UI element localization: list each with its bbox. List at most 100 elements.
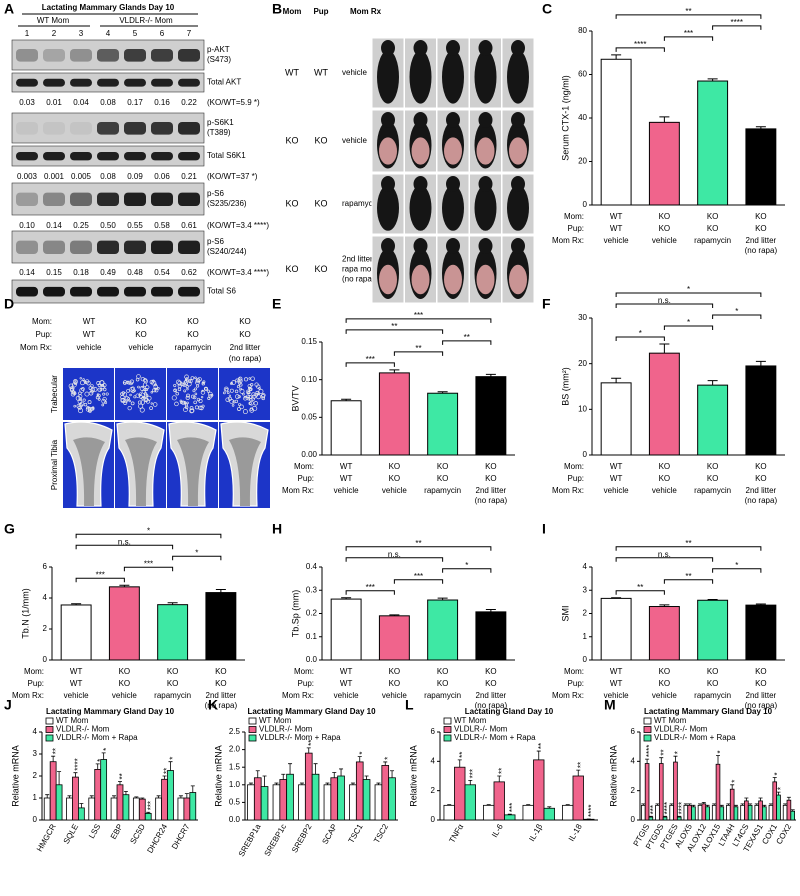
legend-swatch bbox=[45, 734, 54, 742]
error-bar bbox=[641, 803, 646, 806]
mouse-belly bbox=[476, 137, 495, 165]
error-bar bbox=[134, 796, 139, 798]
trabecula bbox=[145, 399, 151, 404]
y-tick-label: 3 bbox=[583, 585, 588, 594]
significance-label: ** bbox=[118, 773, 127, 779]
significance-label: ** bbox=[458, 752, 467, 758]
trabecula bbox=[183, 389, 187, 393]
category-label: KO bbox=[437, 679, 449, 688]
significance-label: * bbox=[687, 318, 690, 327]
trabecula bbox=[203, 386, 208, 391]
image-label: Proximal Tibia bbox=[50, 439, 59, 490]
trabecula bbox=[237, 395, 241, 399]
trabecula bbox=[81, 387, 85, 391]
legend-swatch bbox=[643, 726, 652, 733]
ratio: 0.03 bbox=[19, 98, 35, 107]
trabecula bbox=[154, 388, 159, 393]
x-tick-label: IL-6 bbox=[490, 822, 505, 839]
bar bbox=[572, 775, 584, 821]
x-tick-label: TSC2 bbox=[372, 822, 390, 845]
trabecula bbox=[79, 387, 85, 393]
column-label: 2nd litter bbox=[230, 343, 261, 352]
error-bar bbox=[89, 795, 94, 798]
column-label: rapamycin bbox=[175, 343, 212, 352]
x-tick-label: IL-1β bbox=[527, 822, 544, 843]
trabecula bbox=[196, 397, 201, 402]
significance-label: ** bbox=[51, 748, 60, 754]
bar bbox=[427, 599, 459, 661]
band bbox=[124, 122, 146, 135]
blot-label: Total AKT bbox=[207, 78, 241, 87]
legend-label: VLDLR-/- Mom bbox=[56, 725, 110, 734]
bar bbox=[247, 784, 255, 821]
bar bbox=[66, 797, 73, 821]
band bbox=[178, 240, 200, 255]
error-bar bbox=[611, 597, 622, 599]
y-axis-label: Relative mRNA bbox=[213, 745, 223, 807]
legend-label: WT Mom bbox=[654, 716, 687, 725]
trabecula bbox=[86, 380, 91, 386]
significance-label: *** bbox=[366, 355, 375, 364]
error-bar bbox=[755, 126, 766, 129]
bar bbox=[740, 804, 745, 821]
error-bar bbox=[357, 756, 362, 762]
error-bar bbox=[659, 343, 670, 354]
bar bbox=[701, 803, 707, 821]
trabecula bbox=[201, 382, 205, 386]
band bbox=[151, 49, 173, 62]
category-label: KO bbox=[659, 679, 671, 688]
chart-title: Lactating Mammary Gland Day 10 bbox=[247, 707, 376, 716]
bar bbox=[641, 804, 646, 821]
y-tick-label: 2.0 bbox=[229, 745, 241, 754]
row-rx: vehicle bbox=[342, 68, 367, 77]
x-tick-label: SREBP2 bbox=[290, 822, 314, 854]
error-bar bbox=[707, 599, 718, 601]
error-bar bbox=[73, 772, 78, 778]
bar bbox=[157, 604, 189, 661]
y-axis-label: BV/TV bbox=[290, 385, 300, 411]
legend-swatch bbox=[248, 726, 257, 733]
significance-label: n.s. bbox=[118, 537, 131, 546]
trabecula bbox=[84, 391, 90, 397]
column-label: KO bbox=[135, 330, 147, 339]
bar bbox=[144, 813, 152, 821]
trabecula bbox=[135, 393, 140, 398]
band bbox=[97, 192, 119, 207]
mouse-head bbox=[381, 238, 395, 254]
bar bbox=[443, 804, 455, 821]
trabecula bbox=[182, 382, 187, 387]
error-bar bbox=[215, 588, 226, 593]
band bbox=[178, 192, 200, 207]
trabecula bbox=[143, 378, 148, 384]
significance-bracket bbox=[345, 329, 444, 334]
category-label: (no rapa) bbox=[745, 701, 778, 710]
y-axis-label: Relative mRNA bbox=[10, 745, 20, 807]
legend-label: WT Mom bbox=[56, 716, 89, 725]
mouse-head bbox=[511, 238, 525, 254]
error-bar bbox=[669, 803, 674, 806]
trabecula bbox=[122, 380, 128, 385]
mouse-belly bbox=[509, 264, 527, 295]
band bbox=[124, 240, 146, 255]
category-label: 2nd litter bbox=[746, 691, 777, 700]
error-bar bbox=[719, 804, 724, 807]
error-bar bbox=[698, 803, 703, 806]
y-tick-label: 0.3 bbox=[306, 585, 318, 594]
significance-label: ** bbox=[685, 539, 691, 548]
row-pup: KO bbox=[314, 198, 327, 208]
bar bbox=[475, 376, 507, 456]
panel-letter: E bbox=[272, 296, 281, 312]
bar bbox=[381, 765, 390, 821]
trabecula bbox=[227, 396, 232, 401]
significance-label: *** bbox=[649, 805, 658, 814]
significance-bracket bbox=[442, 340, 492, 345]
error-bar bbox=[655, 803, 660, 806]
column-label: WT bbox=[83, 330, 96, 339]
category-label: KO bbox=[755, 462, 767, 471]
error-bar bbox=[768, 803, 773, 806]
mouse-belly bbox=[444, 264, 462, 295]
band bbox=[43, 49, 65, 62]
x-tick-label: DHCR24 bbox=[145, 822, 169, 855]
bar bbox=[687, 804, 692, 821]
trabecula bbox=[127, 397, 130, 400]
